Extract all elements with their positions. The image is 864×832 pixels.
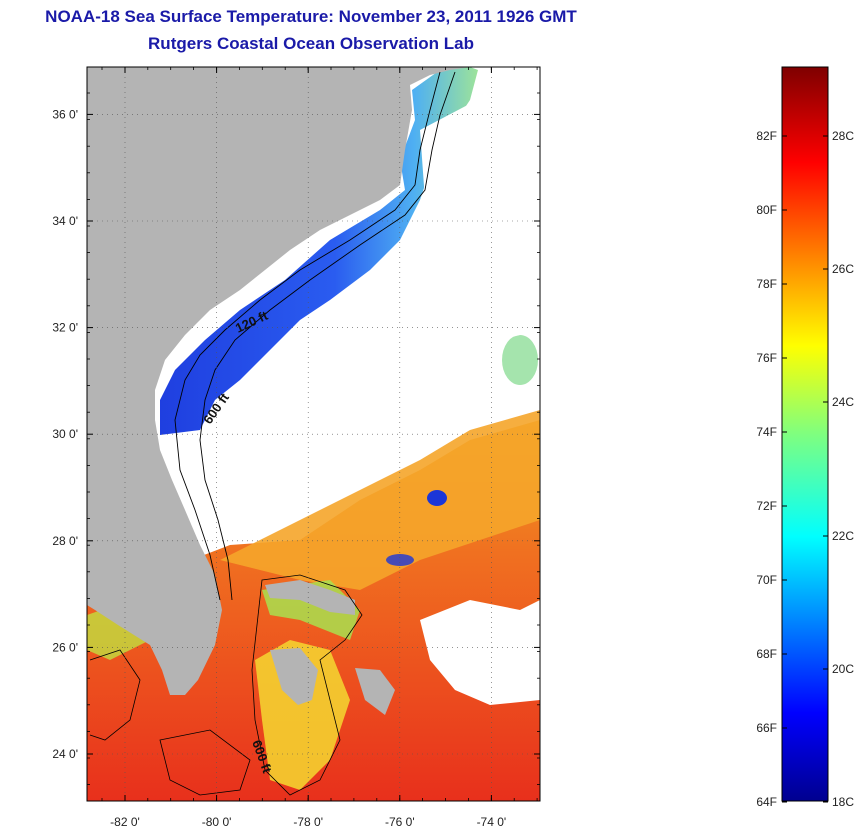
colorbar-f-label: 78F bbox=[756, 277, 777, 291]
title-line-1: NOAA-18 Sea Surface Temperature: Novembe… bbox=[45, 7, 577, 26]
lat-tick-label: 28 0' bbox=[52, 534, 78, 548]
lat-tick-label: 26 0' bbox=[52, 640, 78, 654]
colorbar-celsius-labels: 28C 26C 24C 22C 20C 18C bbox=[823, 129, 854, 809]
map-area: 36 0' 34 0' 32 0' 30 0' 28 0' 26 0' 24 0' -82 … bbox=[52, 66, 541, 829]
lon-tick-label: -82 0' bbox=[110, 815, 140, 829]
lat-tick-label: 34 0' bbox=[52, 214, 78, 228]
colorbar-f-label: 72F bbox=[756, 499, 777, 513]
lat-tick-label: 36 0' bbox=[52, 107, 78, 121]
colorbar-fahrenheit-labels: 82F 80F 78F 76F 74F 72F 70F 68F 66F 64F bbox=[756, 129, 787, 809]
land-andros bbox=[270, 648, 318, 705]
title-line-2: Rutgers Coastal Ocean Observation Lab bbox=[148, 34, 474, 53]
colorbar-f-label: 64F bbox=[756, 795, 777, 809]
land-mainland bbox=[87, 67, 470, 695]
colorbar-c-label: 26C bbox=[832, 262, 854, 276]
colorbar-c-label: 28C bbox=[832, 129, 854, 143]
lat-tick-label: 24 0' bbox=[52, 747, 78, 761]
lat-tick-label: 30 0' bbox=[52, 427, 78, 441]
land-eleuthera bbox=[355, 668, 395, 715]
colorbar-c-label: 22C bbox=[832, 529, 854, 543]
colorbar-c-label: 20C bbox=[832, 662, 854, 676]
lon-tick-label: -78 0' bbox=[293, 815, 323, 829]
colorbar-c-label: 24C bbox=[832, 395, 854, 409]
lat-lon-grid bbox=[87, 67, 540, 801]
cold-filament bbox=[386, 554, 414, 566]
longitude-axis: -82 0' -80 0' -78 0' -76 0' -74 0' bbox=[101, 67, 538, 829]
gulf-stream-region bbox=[220, 410, 540, 590]
lon-tick-label: -76 0' bbox=[385, 815, 415, 829]
lat-tick-label: 32 0' bbox=[52, 321, 78, 335]
green-patch bbox=[502, 335, 538, 385]
colorbar-f-label: 66F bbox=[756, 721, 777, 735]
colorbar-f-label: 68F bbox=[756, 647, 777, 661]
colorbar: 82F 80F 78F 76F 74F 72F 70F 68F 66F 64F 28C 26C 24C… bbox=[756, 66, 854, 809]
colorbar-gradient bbox=[781, 66, 829, 802]
lon-tick-label: -74 0' bbox=[477, 815, 507, 829]
cloud-mask-2 bbox=[420, 600, 540, 705]
land-grand-bahama bbox=[265, 580, 355, 615]
lon-tick-label: -80 0' bbox=[202, 815, 232, 829]
cold-shelf-water bbox=[160, 67, 478, 435]
contour-120ft bbox=[174, 71, 441, 601]
colorbar-f-label: 70F bbox=[756, 573, 777, 587]
contour-bahamas bbox=[251, 574, 363, 796]
cloud-mask bbox=[220, 67, 540, 455]
colorbar-f-label: 80F bbox=[756, 203, 777, 217]
cold-eddy bbox=[427, 490, 447, 506]
contour-gulf-2 bbox=[159, 729, 251, 796]
colorbar-c-label: 18C bbox=[832, 795, 854, 809]
contour-600ft bbox=[199, 71, 456, 601]
colorbar-f-label: 76F bbox=[756, 351, 777, 365]
latitude-axis: 36 0' 34 0' 32 0' 30 0' 28 0' 26 0' 24 0' bbox=[52, 92, 540, 785]
colorbar-f-label: 74F bbox=[756, 425, 777, 439]
contour-gulf bbox=[89, 649, 141, 741]
colorbar-f-label: 82F bbox=[756, 129, 777, 143]
